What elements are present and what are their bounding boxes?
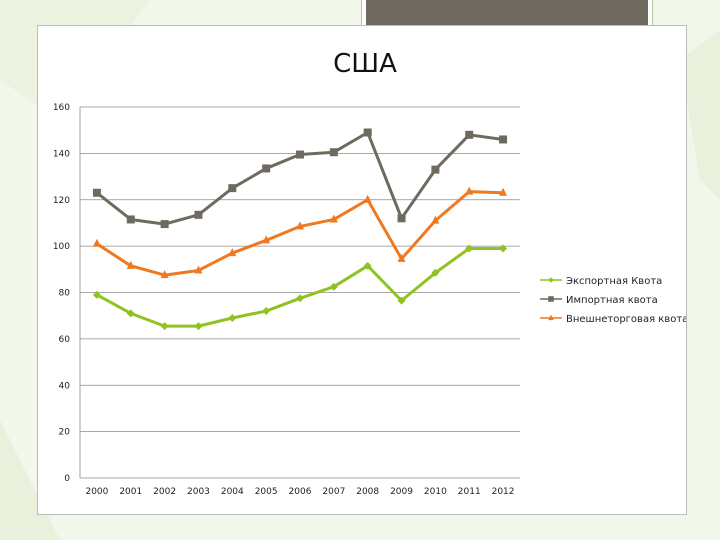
data-point [363, 261, 372, 270]
chart-panel: 0 20 40 60 80 100 120 140 160 2000 2001 2002 2003 20… [37, 25, 687, 515]
x-tick-label: 2009 [390, 487, 413, 497]
data-point [296, 150, 304, 159]
data-point [329, 214, 338, 223]
y-tick-label: 0 [64, 474, 70, 484]
y-tick-label: 80 [59, 289, 71, 299]
legend-item-1: Экспортная Квота [540, 276, 662, 287]
data-point [431, 165, 440, 174]
data-point [363, 194, 372, 203]
data-point [228, 314, 237, 323]
y-tick-label: 100 [53, 242, 70, 252]
x-tick-label: 2005 [255, 487, 278, 497]
data-point [431, 268, 440, 277]
legend-label: Импортная квота [566, 295, 658, 306]
data-point [126, 260, 135, 269]
x-axis-ticks: 2000 2001 2002 2003 2004 2005 2006 2007 2008 2009… [85, 487, 514, 497]
data-point [194, 210, 203, 219]
data-point [92, 290, 101, 299]
data-point [397, 214, 406, 223]
data-point [499, 244, 508, 253]
y-tick-label: 120 [53, 196, 70, 206]
data-point [92, 238, 101, 247]
x-tick-label: 2006 [289, 487, 312, 497]
series-1 [92, 244, 508, 331]
x-tick-label: 2000 [85, 487, 108, 497]
series-line [95, 131, 504, 226]
series-group [92, 128, 508, 331]
series-3 [92, 186, 508, 279]
y-tick-label: 40 [59, 381, 71, 391]
x-tick-label: 2002 [153, 487, 176, 497]
y-tick-label: 60 [59, 335, 71, 345]
data-point [194, 322, 203, 331]
data-point [262, 307, 271, 316]
x-tick-label: 2003 [187, 487, 210, 497]
data-point [262, 164, 271, 173]
data-point [228, 184, 237, 193]
legend-label: Внешнеторговая квота [566, 314, 686, 325]
y-tick-label: 140 [53, 149, 70, 159]
y-axis-ticks: 0 20 40 60 80 100 120 140 160 [53, 103, 70, 484]
legend-marker [548, 314, 554, 321]
grid-lines [79, 106, 520, 479]
data-point [92, 188, 101, 197]
data-point [397, 296, 406, 305]
data-point [465, 244, 474, 253]
x-tick-label: 2010 [424, 487, 447, 497]
data-point [397, 253, 406, 262]
legend-marker [548, 296, 554, 302]
data-point [160, 270, 169, 279]
data-point [228, 248, 237, 257]
data-point [262, 235, 271, 244]
data-point [431, 215, 440, 224]
x-tick-label: 2004 [221, 487, 244, 497]
data-point [465, 130, 474, 139]
data-point [194, 265, 203, 274]
data-point [126, 215, 135, 224]
data-point [329, 282, 338, 291]
data-point [296, 294, 304, 303]
x-tick-label: 2012 [492, 487, 515, 497]
data-point [363, 128, 372, 137]
data-point [465, 186, 474, 195]
series-line [96, 190, 504, 277]
x-tick-label: 2007 [322, 487, 345, 497]
x-tick-label: 2011 [458, 487, 481, 497]
legend-label: Экспортная Квота [566, 276, 662, 287]
data-point [499, 187, 508, 196]
data-point [160, 220, 169, 229]
x-tick-label: 2008 [356, 487, 379, 497]
data-point [160, 322, 169, 331]
y-tick-label: 20 [59, 428, 71, 438]
data-point [499, 135, 508, 144]
data-point [329, 148, 338, 157]
y-tick-label: 160 [53, 103, 70, 113]
legend-item-3: Внешнеторговая квота [540, 314, 686, 325]
series-line [96, 246, 504, 328]
data-point [296, 221, 304, 230]
legend-marker [548, 277, 554, 283]
series-2 [92, 128, 508, 229]
chart-title: США [333, 49, 397, 79]
legend: Экспортная Квота Импортная квота Внешнетор… [540, 276, 686, 325]
legend-item-2: Импортная квота [540, 295, 658, 306]
x-tick-label: 2001 [119, 487, 142, 497]
